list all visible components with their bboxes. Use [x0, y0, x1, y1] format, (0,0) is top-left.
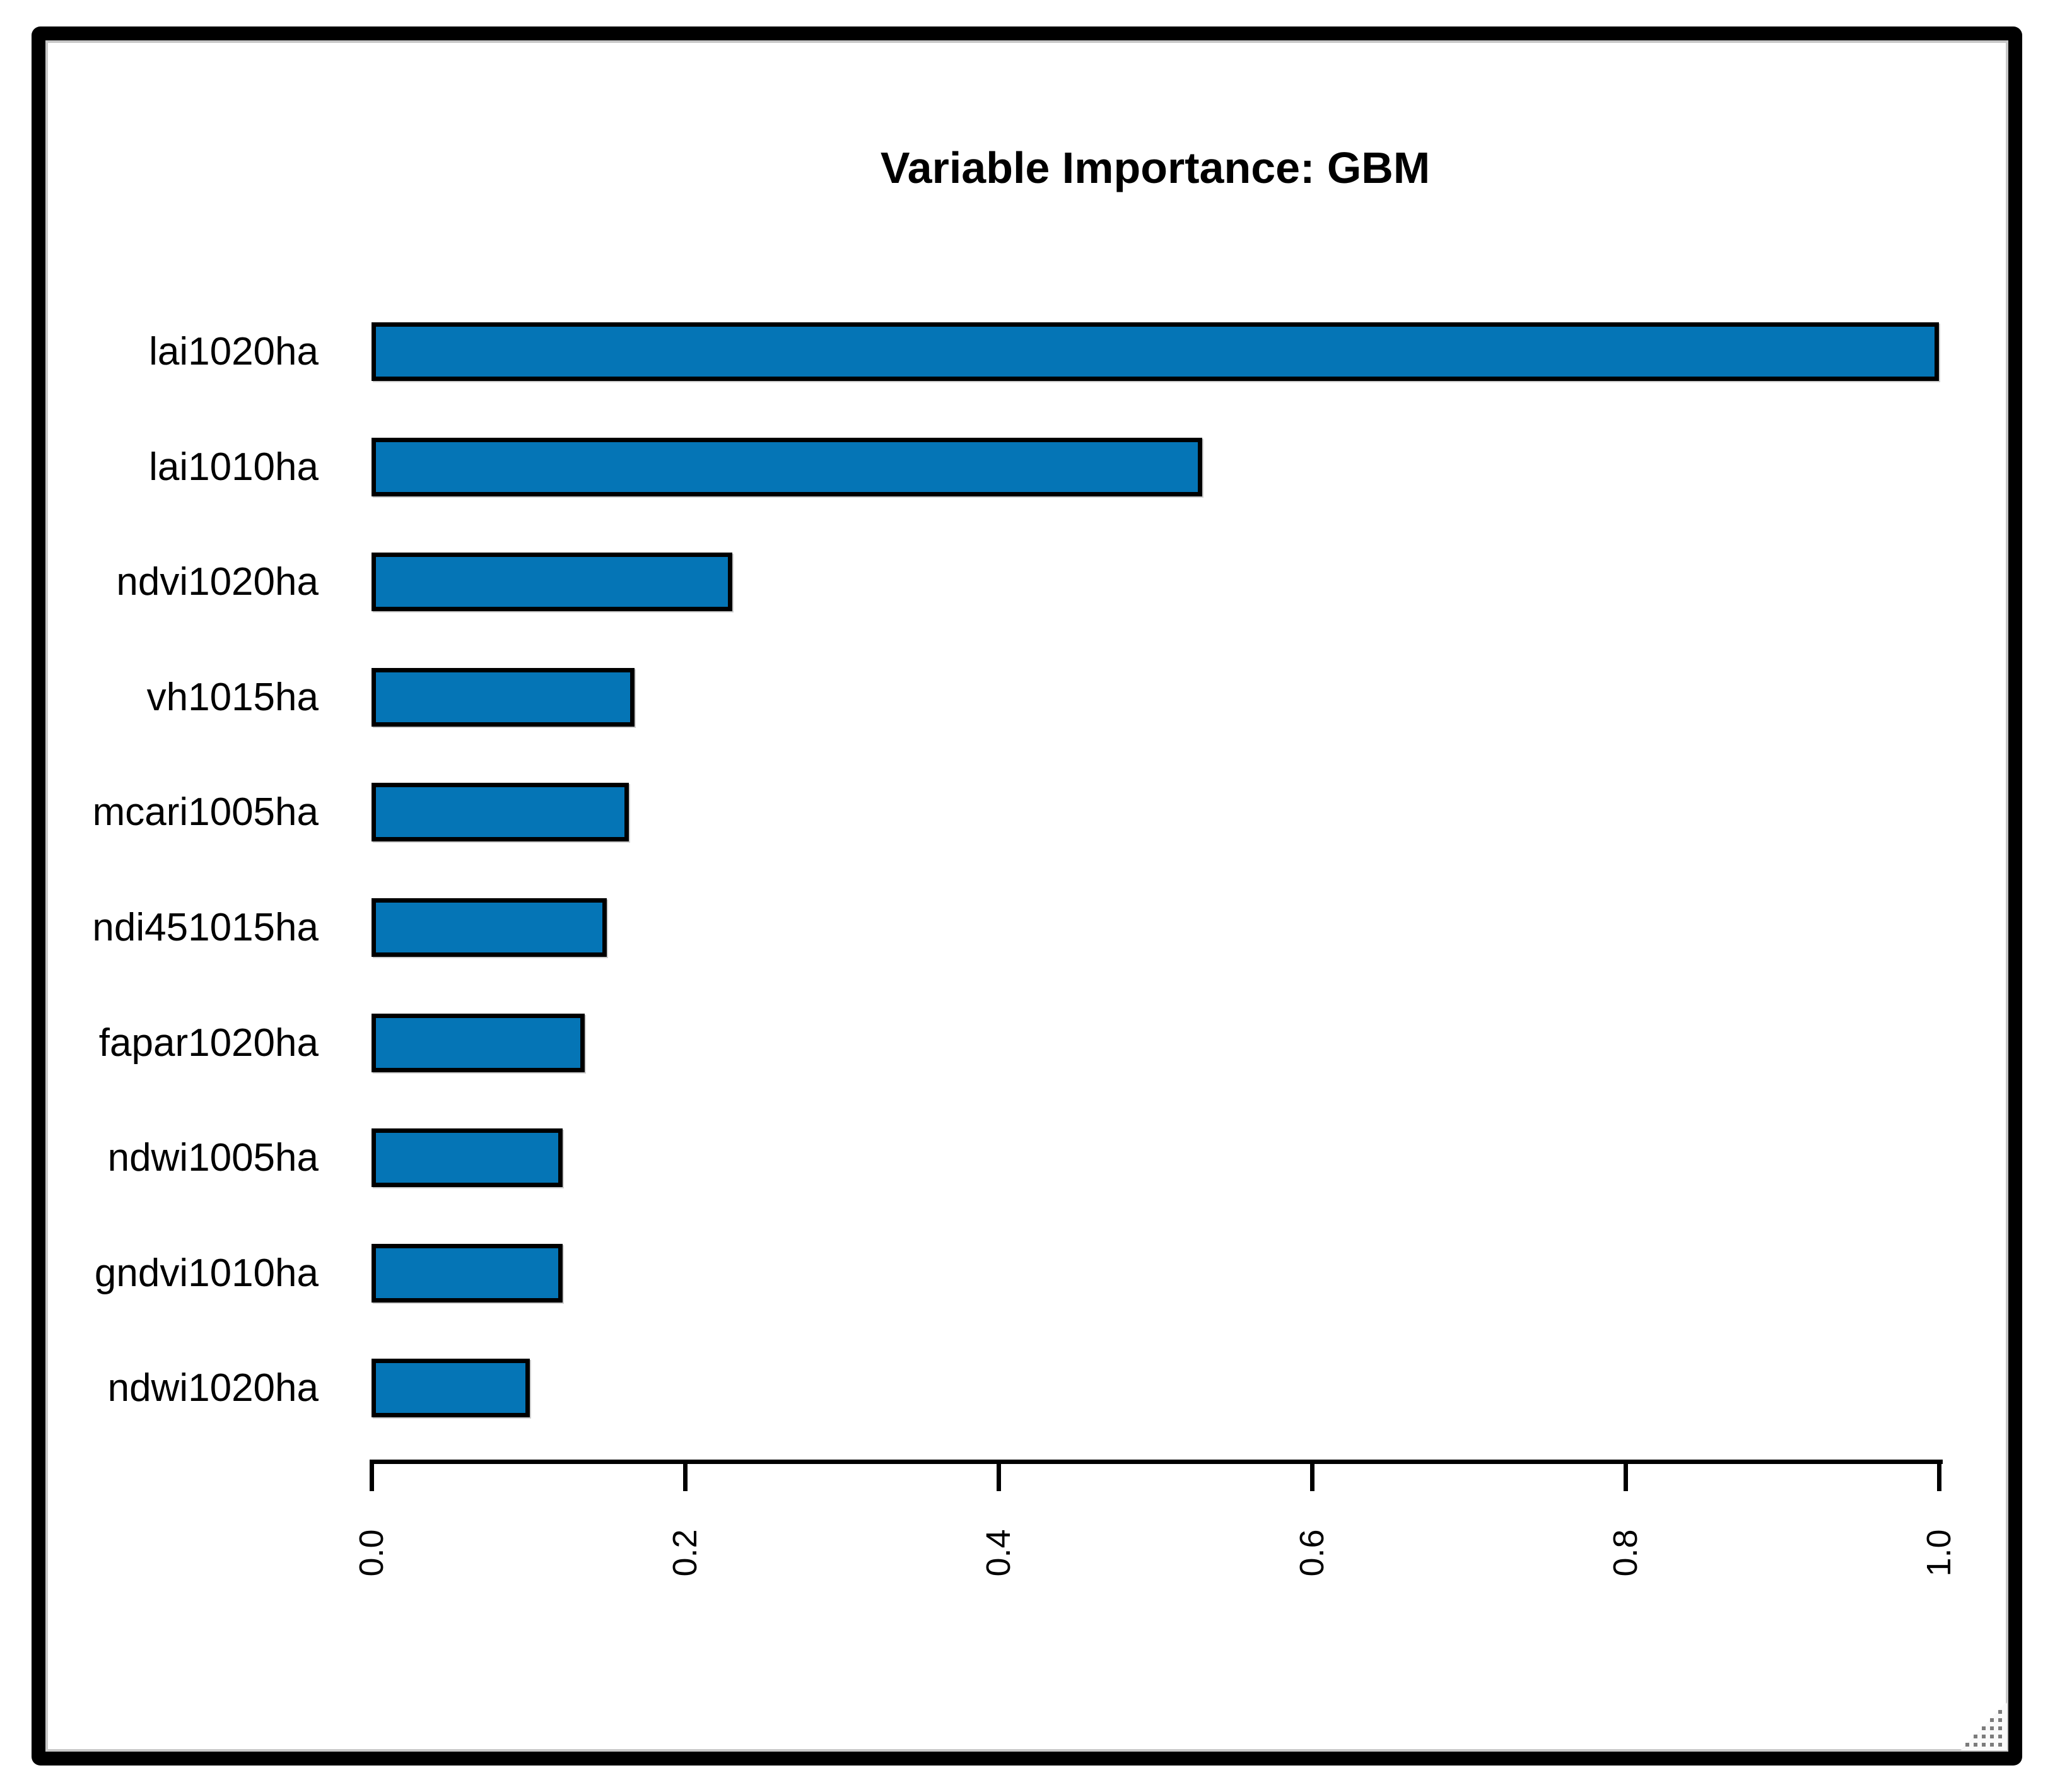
- y-label-ndwi1020ha: ndwi1020ha: [107, 1366, 319, 1410]
- bar-lai1020ha: [372, 322, 1939, 381]
- bar-ndi451015ha: [372, 898, 607, 957]
- x-tick-1.0: [1937, 1460, 1941, 1491]
- bar-fapar1020ha: [372, 1014, 585, 1072]
- x-tick-0.8: [1624, 1460, 1628, 1491]
- x-tick-label-0.8: 0.8: [1607, 1529, 1644, 1577]
- y-label-fapar1020ha: fapar1020ha: [98, 1021, 319, 1065]
- x-tick-label-1.0: 1.0: [1920, 1529, 1958, 1577]
- bar-mcari1005ha: [372, 783, 629, 841]
- x-tick-0.6: [1310, 1460, 1314, 1491]
- x-tick-label-0.2: 0.2: [666, 1529, 704, 1577]
- resize-grip-icon[interactable]: [1960, 1702, 2007, 1750]
- y-label-ndi451015ha: ndi451015ha: [92, 905, 319, 949]
- y-label-mcari1005ha: mcari1005ha: [92, 790, 319, 834]
- x-tick-label-0.0: 0.0: [353, 1529, 390, 1577]
- x-tick-0.0: [370, 1460, 374, 1491]
- bar-ndwi1020ha: [372, 1359, 530, 1417]
- y-label-vh1015ha: vh1015ha: [146, 675, 319, 719]
- y-label-lai1010ha: lai1010ha: [149, 445, 319, 489]
- y-label-gndvi1010ha: gndvi1010ha: [94, 1251, 319, 1295]
- x-tick-0.2: [683, 1460, 688, 1491]
- bar-ndwi1005ha: [372, 1128, 563, 1187]
- chart-title: Variable Importance: GBM: [880, 143, 1431, 192]
- x-axis-line: [370, 1460, 1943, 1464]
- y-label-ndwi1005ha: ndwi1005ha: [107, 1135, 319, 1180]
- bar-ndvi1020ha: [372, 553, 732, 611]
- bar-lai1010ha: [372, 438, 1202, 496]
- x-tick-label-0.4: 0.4: [980, 1529, 1017, 1577]
- window-frame: [32, 26, 2022, 1766]
- x-tick-label-0.6: 0.6: [1293, 1529, 1331, 1577]
- x-tick-0.4: [997, 1460, 1001, 1491]
- bar-vh1015ha: [372, 668, 635, 727]
- y-label-lai1020ha: lai1020ha: [149, 329, 319, 373]
- y-label-ndvi1020ha: ndvi1020ha: [116, 559, 319, 604]
- bar-gndvi1010ha: [372, 1244, 563, 1303]
